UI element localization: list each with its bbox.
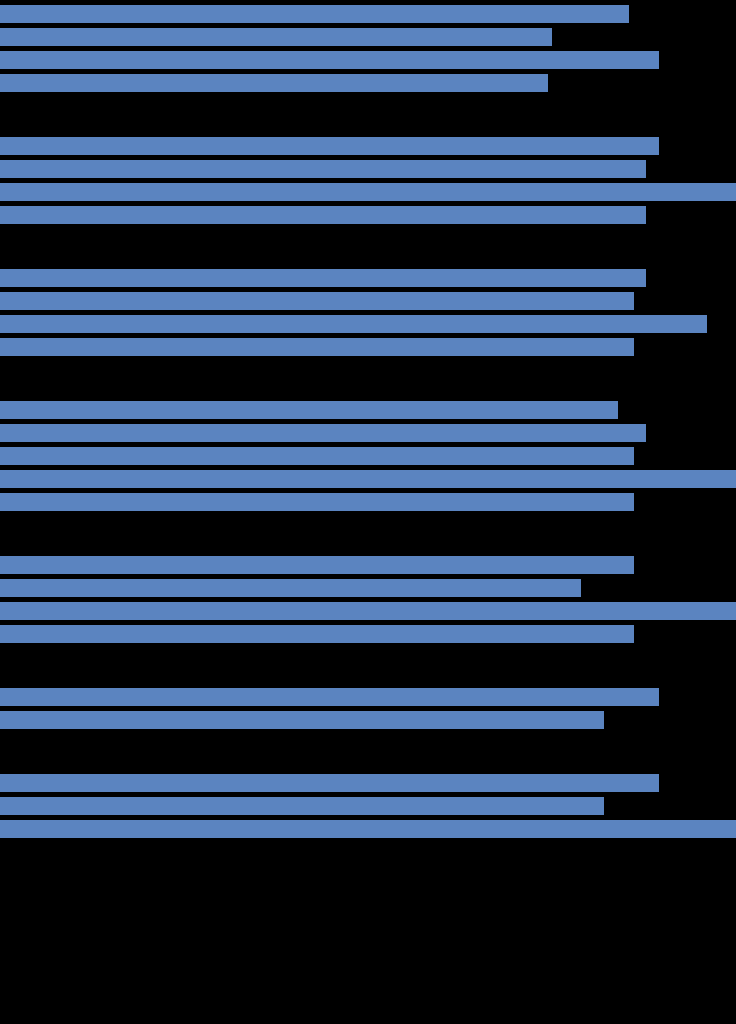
Bar [0,269,646,287]
Bar [0,315,707,333]
Bar [0,625,634,643]
Bar [0,424,646,442]
Bar [0,206,646,224]
Bar [0,401,618,419]
Bar [0,74,548,92]
Bar [0,51,659,69]
Bar [0,493,634,511]
Bar [0,470,736,488]
Bar [0,602,736,620]
Bar [0,797,604,815]
Bar [0,820,736,838]
Bar [0,447,634,465]
Bar [0,160,646,178]
Bar [0,183,736,201]
Bar [0,688,659,706]
Bar [0,338,634,356]
Bar [0,711,604,729]
Bar [0,556,634,574]
Bar [0,579,581,597]
Bar [0,5,629,23]
Bar [0,28,552,46]
Bar [0,292,634,310]
Bar [0,774,659,792]
Bar [0,137,659,155]
